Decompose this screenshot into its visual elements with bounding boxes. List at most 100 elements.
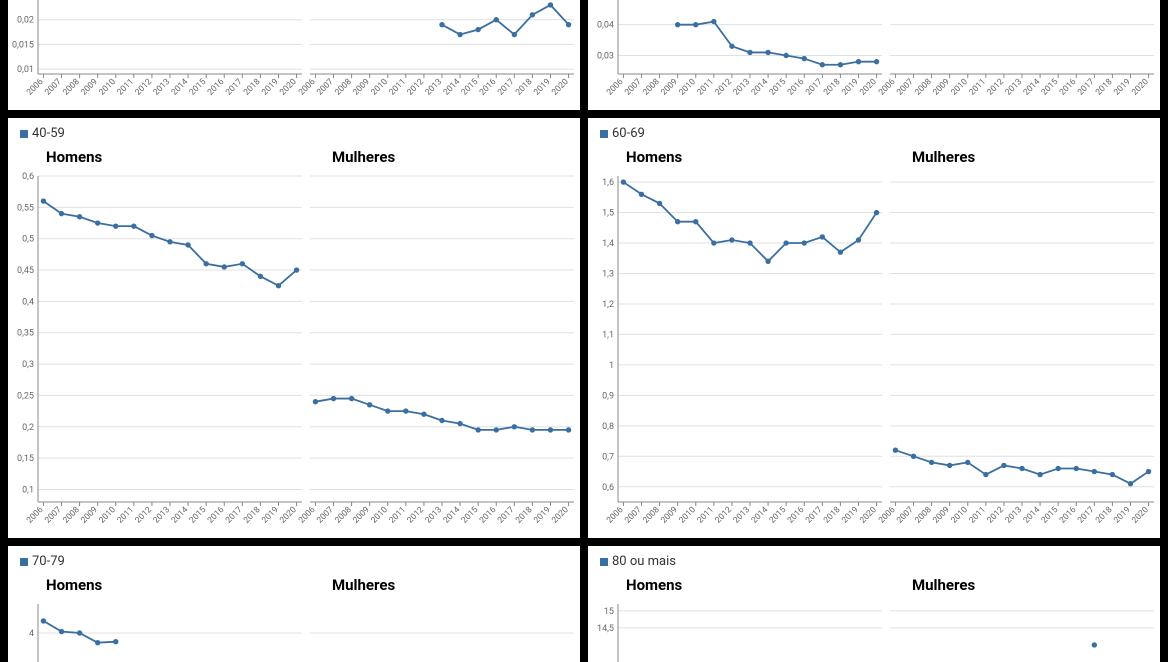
series-marker [966,460,970,464]
x-tick-label: 2006 [605,77,626,98]
x-tick-label: 2012 [985,77,1006,98]
y-tick-label: 0,04 [597,21,614,31]
subpanel-titles: HomensMulheres [8,148,580,166]
x-tick-label: 2015 [188,505,209,526]
y-tick-label: 0,7 [602,452,614,462]
x-tick-label: 2009 [351,77,372,98]
series-line [623,182,876,261]
series-marker [186,243,190,247]
x-tick-label: 2015 [460,505,481,526]
x-tick-label: 2008 [61,505,82,526]
x-tick-label: 2018 [822,505,843,526]
series-marker [748,50,752,54]
subplot-women: 2006200720082009201020112012201320142015… [297,176,574,526]
series-marker [639,192,643,196]
x-tick-label: 2013 [732,505,753,526]
x-tick-label: 2012 [985,505,1006,526]
series-marker [41,199,45,203]
x-tick-label: 2018 [1094,77,1115,98]
panel-p0_left: 0,010,0150,02200620072008200920102011201… [8,0,580,110]
series-marker [675,22,679,26]
subtitle-men: Homens [588,148,874,166]
x-tick-label: 2011 [387,505,408,526]
panel-p_60_69: 60-69HomensMulheres0,60,70,80,911,11,21,… [588,118,1160,538]
series-marker [548,428,552,432]
x-tick-label: 2020 [550,77,571,98]
legend-swatch [600,558,608,566]
x-tick-label: 2007 [895,77,916,98]
x-tick-label: 2012 [133,505,154,526]
series-marker [838,63,842,67]
x-tick-label: 2015 [768,77,789,98]
y-tick-label: 0,02 [17,16,34,26]
series-marker [276,284,280,288]
x-tick-label: 2006 [25,77,46,98]
series-marker [222,265,226,269]
x-tick-label: 2011 [695,505,716,526]
chart-svg: 0,010,0150,02200620072008200920102011201… [8,0,580,110]
x-tick-label: 2014 [1022,77,1043,98]
x-tick-label: 2009 [659,505,680,526]
series-marker [1074,466,1078,470]
series-line [678,22,877,65]
x-tick-label: 2014 [442,77,463,98]
series-marker [77,631,81,635]
x-tick-label: 2019 [260,505,281,526]
x-tick-label: 2016 [206,505,227,526]
x-tick-label: 2016 [1058,77,1079,98]
x-tick-label: 2006 [605,505,626,526]
x-tick-label: 2019 [1112,505,1133,526]
x-tick-label: 2012 [713,505,734,526]
series-marker [1056,466,1060,470]
x-tick-label: 2020 [1130,505,1151,526]
legend: 60-69 [600,126,645,141]
x-tick-label: 2019 [840,505,861,526]
x-tick-label: 2018 [242,505,263,526]
series-marker [1092,469,1096,473]
y-tick-label: 0,15 [17,454,34,464]
x-tick-label: 2007 [315,505,336,526]
x-tick-label: 2011 [115,505,136,526]
x-tick-label: 2010 [677,505,698,526]
series-marker [132,224,136,228]
series-marker [440,418,444,422]
series-marker [802,241,806,245]
x-tick-label: 2017 [224,77,245,98]
x-tick-label: 2006 [877,505,898,526]
subtitle-women: Mulheres [874,576,1160,594]
series-marker [820,63,824,67]
x-tick-label: 2007 [623,77,644,98]
x-tick-label: 2018 [514,77,535,98]
series-marker [476,428,480,432]
x-tick-label: 2013 [152,505,173,526]
x-tick-label: 2015 [188,77,209,98]
x-tick-label: 2019 [1112,77,1133,98]
subplot-men: 2006200720082009201020112012201320142015… [605,176,882,526]
chart-svg: 4 [8,546,580,662]
x-tick-label: 2010 [97,77,118,98]
legend-swatch [20,558,28,566]
subplot-women [890,611,1154,647]
x-tick-label: 2011 [115,77,136,98]
subtitle-women: Mulheres [874,148,1160,166]
x-tick-label: 2009 [931,505,952,526]
legend: 40-59 [20,126,65,141]
x-tick-label: 2007 [623,505,644,526]
x-tick-label: 2017 [804,77,825,98]
series-marker [367,403,371,407]
subplot-men [38,604,302,662]
series-marker [548,3,552,7]
x-tick-label: 2019 [840,77,861,98]
x-tick-label: 2011 [695,77,716,98]
panel-p_40_59: 40-59HomensMulheres0,10,150,20,250,30,35… [8,118,580,538]
x-tick-label: 2020 [550,505,571,526]
series-marker [929,460,933,464]
series-marker [784,241,788,245]
series-marker [512,32,516,36]
series-marker [911,454,915,458]
x-tick-label: 2008 [913,77,934,98]
x-tick-label: 2013 [1004,77,1025,98]
series-marker [349,396,353,400]
series-marker [114,640,118,644]
subplot-men [618,604,882,662]
